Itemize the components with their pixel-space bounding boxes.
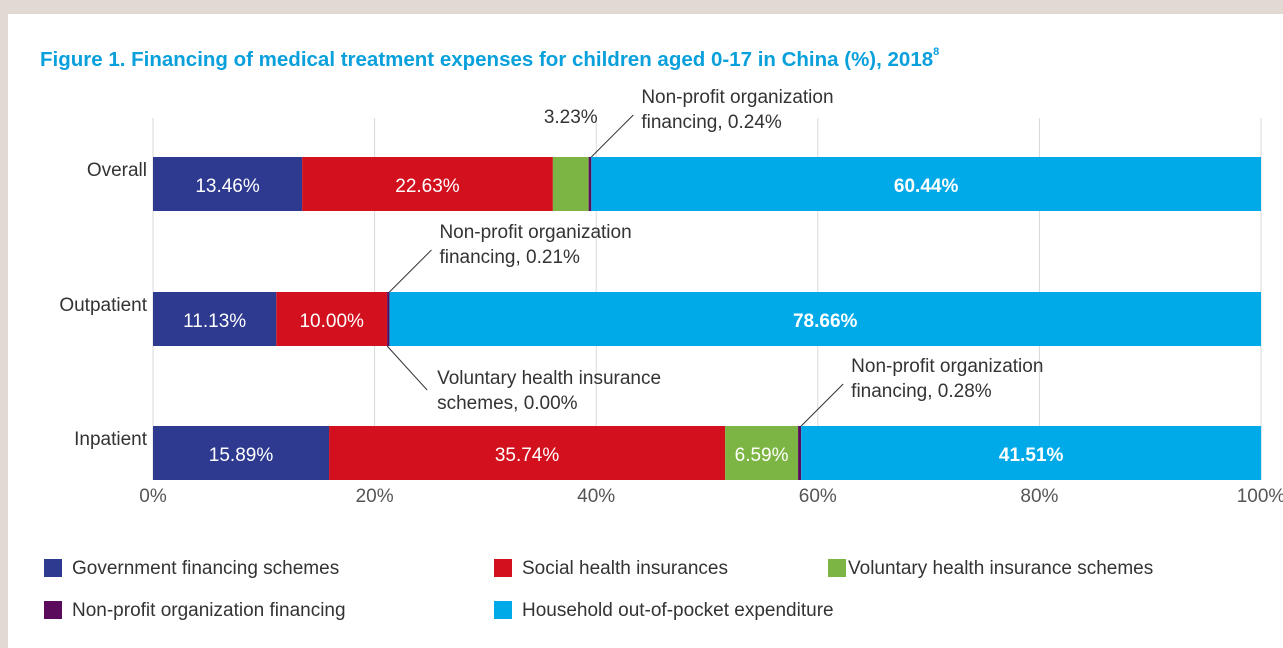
value-label: 22.63% <box>395 176 460 197</box>
callout-label: Voluntary health insurance schemes, 0.00… <box>437 368 662 414</box>
legend-swatch <box>494 601 512 619</box>
x-tick-label: 40% <box>577 486 615 507</box>
x-tick-label: 20% <box>356 486 394 507</box>
value-label: 6.59% <box>735 445 789 466</box>
bar-segment <box>801 426 1262 480</box>
bar-segment <box>153 157 303 211</box>
callout-label: Non-profit organization financing, 0.24% <box>641 87 834 133</box>
leader-line <box>800 383 844 427</box>
leader-line <box>389 249 432 293</box>
bar-segment <box>276 292 388 346</box>
legend-swatch <box>494 559 512 577</box>
x-tick-label: 0% <box>139 486 167 507</box>
callout-label: Non-profit organization financing, 0.28% <box>851 356 1044 402</box>
bar-segment <box>302 157 553 211</box>
title-superscript: 8 <box>933 46 939 58</box>
legend-label: Government financing schemes <box>72 558 339 579</box>
y-tick-label: Outpatient <box>59 295 147 316</box>
leader-line <box>590 114 634 158</box>
bar-segment <box>389 292 1261 346</box>
value-label: 10.00% <box>299 311 364 332</box>
legend-swatch <box>828 559 846 577</box>
value-label: 13.46% <box>195 176 260 197</box>
value-label: 60.44% <box>894 176 959 197</box>
legend-label: Voluntary health insurance schemes <box>848 558 1153 579</box>
bar-segment <box>329 426 726 480</box>
bar-segment <box>588 157 592 211</box>
value-label: 78.66% <box>793 311 858 332</box>
x-tick-label: 60% <box>799 486 837 507</box>
title-text: Figure 1. Financing of medical treatment… <box>40 48 933 71</box>
value-label: 35.74% <box>495 445 560 466</box>
bar-segment <box>552 157 589 211</box>
legend-label: Social health insurances <box>522 558 728 579</box>
x-tick-label: 100% <box>1237 486 1283 507</box>
bar-segment <box>387 292 390 346</box>
value-label: 15.89% <box>209 445 274 466</box>
chart-title: Figure 1. Financing of medical treatment… <box>40 46 939 72</box>
legend-swatch <box>44 601 62 619</box>
leader-line <box>386 345 428 391</box>
legend-label: Non-profit organization financing <box>72 600 346 621</box>
bar-segment <box>798 426 802 480</box>
legend-swatch <box>44 559 62 577</box>
legend-label: Household out-of-pocket expenditure <box>522 600 834 621</box>
callout-label: Non-profit organization financing, 0.21% <box>439 222 632 268</box>
y-tick-label: Inpatient <box>74 429 148 450</box>
bar-segment <box>725 426 799 480</box>
value-label: 3.23% <box>544 107 598 128</box>
bar-segment <box>591 157 1261 211</box>
value-label: 11.13% <box>183 311 246 332</box>
y-tick-label: Overall <box>87 160 147 181</box>
value-label: 41.51% <box>999 445 1064 466</box>
x-tick-label: 80% <box>1020 486 1058 507</box>
bar-segment <box>153 426 330 480</box>
bar-segment <box>153 292 277 346</box>
